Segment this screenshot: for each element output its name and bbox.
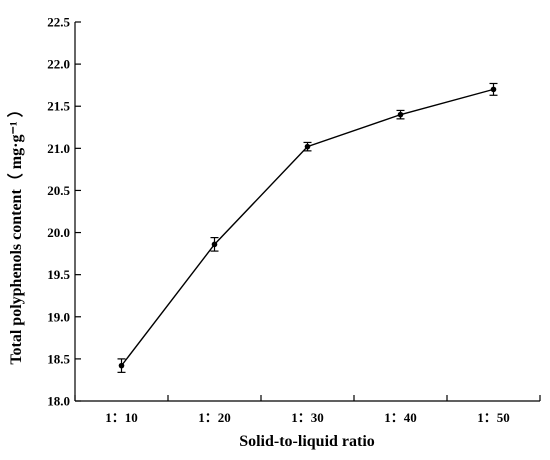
data-point — [397, 111, 404, 118]
data-point — [304, 143, 311, 150]
axes: 18.0 18.5 19.0 19.5 20.0 20.5 21.0 21.5 22.0 22.5… — [47, 15, 541, 425]
x-tick-label: 1：40 — [384, 410, 417, 425]
y-tick-label: 22.5 — [47, 15, 70, 30]
y-tick-label: 18.0 — [47, 394, 70, 409]
x-tick-label: 1：10 — [105, 410, 138, 425]
y-tick-label: 18.5 — [47, 351, 70, 366]
x-axis-title: Solid-to-liquid ratio — [239, 433, 375, 450]
y-tick-label: 22.0 — [47, 57, 70, 72]
y-axis-title: Total polyphenols content（ mg·g⁻¹ ） — [7, 101, 25, 364]
y-tick-label: 21.0 — [47, 141, 70, 156]
y-tick-label: 19.5 — [47, 267, 70, 282]
y-tick-label: 20.0 — [47, 225, 70, 240]
x-tick-label: 1：30 — [291, 410, 324, 425]
y-tick-label: 21.5 — [47, 99, 70, 114]
data-point — [118, 362, 125, 369]
data-point — [211, 241, 218, 248]
x-tick-label: 1：20 — [198, 410, 231, 425]
data-point — [490, 86, 497, 93]
y-tick-label: 20.5 — [47, 183, 70, 198]
y-tick-label: 19.0 — [47, 309, 70, 324]
x-tick-label: 1：50 — [477, 410, 510, 425]
plot-area — [117, 82, 498, 373]
